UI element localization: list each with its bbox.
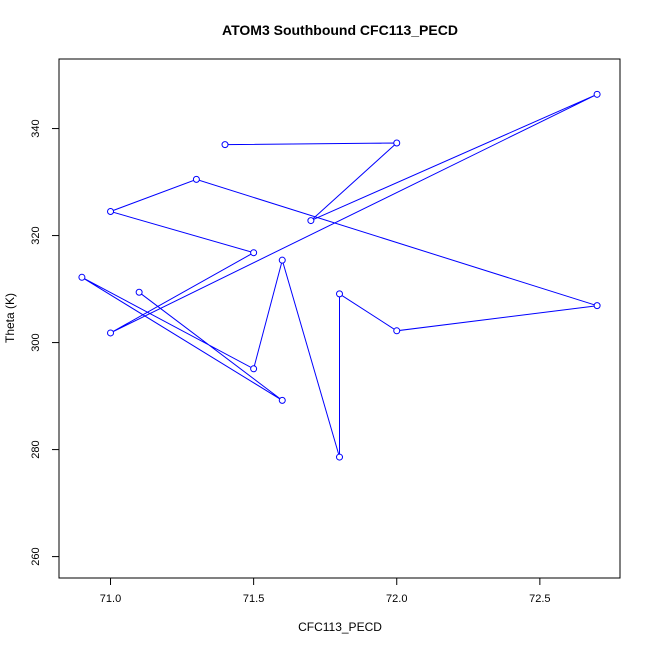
series-line — [81, 93, 598, 458]
data-point — [250, 249, 258, 257]
y-tick-label: 300 — [30, 333, 42, 351]
x-tick-label: 71.0 — [100, 593, 121, 605]
data-point — [336, 290, 343, 298]
y-tick-label: 260 — [30, 547, 42, 565]
x-axis-label: CFC113_PECD — [298, 620, 382, 634]
data-point — [78, 273, 86, 281]
data-point — [393, 327, 401, 335]
data-point — [107, 329, 115, 337]
y-tick-label: 340 — [30, 119, 42, 137]
y-axis-label: Theta (K) — [3, 293, 17, 343]
x-tick-label: 71.5 — [243, 593, 264, 605]
data-point — [593, 90, 601, 98]
series-layer — [78, 90, 601, 461]
data-point — [107, 207, 115, 215]
y-tick-label: 280 — [30, 440, 42, 458]
data-point — [593, 302, 601, 310]
x-tick-label: 72.0 — [386, 593, 407, 605]
chart-title: ATOM3 Southbound CFC113_PECD — [222, 22, 458, 38]
plot-frame — [58, 58, 621, 579]
data-point — [250, 365, 258, 373]
data-point — [135, 288, 143, 296]
data-point — [221, 141, 229, 149]
data-point — [393, 139, 401, 147]
x-tick-label: 72.5 — [529, 593, 550, 605]
y-axis: 260 280 300 320 340 — [30, 119, 59, 566]
x-axis: 71.0 71.5 72.0 72.5 — [100, 578, 551, 605]
data-point — [278, 396, 286, 404]
data-point — [336, 453, 343, 461]
y-tick-label: 320 — [30, 226, 42, 244]
data-point — [307, 217, 315, 225]
data-point — [278, 256, 286, 264]
data-point — [192, 175, 200, 183]
